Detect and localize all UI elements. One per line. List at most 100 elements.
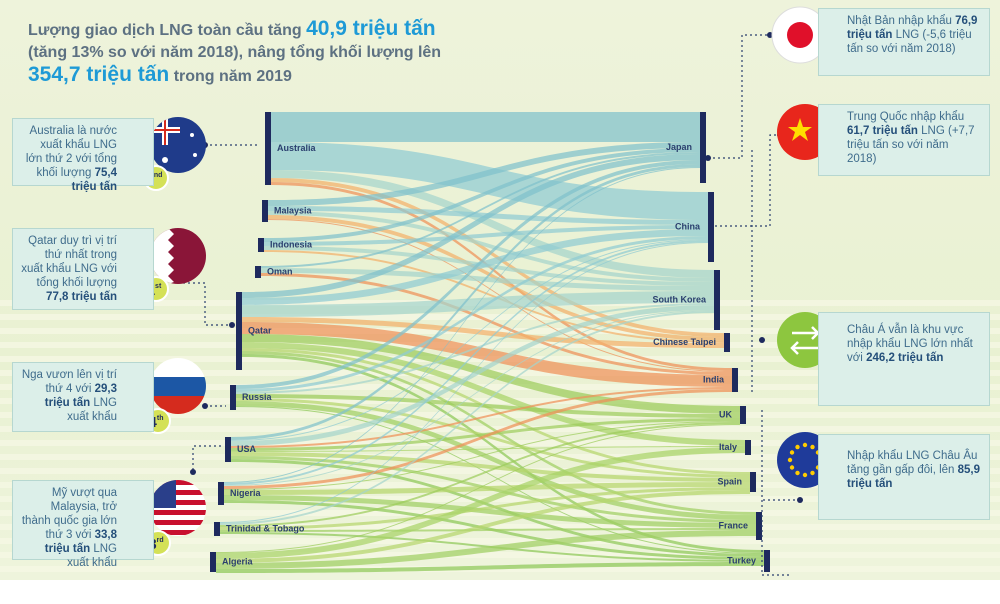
flow bbox=[261, 152, 700, 268]
callout: Australia là nước xuất khẩu LNG lớn thứ … bbox=[12, 118, 154, 193]
flow bbox=[224, 389, 732, 489]
stripe bbox=[0, 314, 1000, 320]
exporter-label: Oman bbox=[267, 266, 293, 276]
stripe bbox=[0, 412, 1000, 418]
importer-node bbox=[724, 333, 730, 352]
callout-text: Qatar duy trì vị trí thứ nhất trong xuất… bbox=[21, 235, 117, 289]
title-text: trong năm 2019 bbox=[173, 68, 292, 85]
importer-node bbox=[756, 512, 762, 540]
flow bbox=[242, 322, 732, 387]
flow bbox=[231, 239, 708, 441]
importer-label: South Korea bbox=[652, 294, 706, 304]
callout-highlight: 75,4 triệu tấn bbox=[71, 167, 117, 193]
flow bbox=[271, 170, 714, 278]
callout-text: LNG xuất khẩu bbox=[67, 397, 117, 423]
flow bbox=[220, 311, 714, 525]
flow bbox=[236, 406, 764, 554]
exporter-label: Qatar bbox=[248, 325, 272, 335]
exporter-node bbox=[265, 112, 271, 185]
flag-usa bbox=[150, 480, 206, 536]
flow bbox=[224, 421, 740, 490]
exporter-label: Nigeria bbox=[230, 488, 262, 498]
flag-russia bbox=[150, 358, 206, 414]
exporter-node bbox=[262, 200, 268, 222]
flow bbox=[236, 401, 756, 520]
importer-label: France bbox=[718, 520, 748, 530]
flow bbox=[224, 167, 700, 483]
exporter-label: USA bbox=[237, 444, 257, 454]
callout-text: LNG (-5,6 triệu tấn so với năm 2018) bbox=[847, 29, 972, 55]
flow bbox=[261, 273, 732, 375]
callout-highlight: 29,3 triệu tấn bbox=[44, 383, 117, 409]
title-text: (tăng 13% so với năm 2018), nâng tổng kh… bbox=[28, 44, 442, 61]
callout: Nga vươn lên vị trí thứ 4 với 29,3 triệu… bbox=[12, 362, 154, 432]
flows bbox=[216, 112, 764, 573]
eu-star bbox=[789, 450, 795, 455]
title: Lượng giao dịch LNG toàn cầu tăng 40,9 t… bbox=[28, 18, 468, 88]
flow bbox=[264, 148, 700, 242]
eu-star bbox=[810, 444, 815, 450]
nodes: Australia Malaysia Indonesia Oman Qatar Russi… bbox=[210, 112, 770, 572]
callout-highlight: 85,9 triệu tấn bbox=[847, 464, 981, 490]
stripe bbox=[0, 552, 1000, 558]
importer-label: UK bbox=[719, 409, 732, 419]
eu-star bbox=[802, 472, 808, 478]
importer-label: Turkey bbox=[727, 555, 756, 565]
flow bbox=[236, 398, 750, 478]
eu-star bbox=[810, 470, 815, 476]
flow bbox=[224, 240, 708, 485]
flow bbox=[220, 242, 708, 523]
flow bbox=[231, 418, 740, 451]
callout-highlight: 33,8 triệu tấn bbox=[44, 529, 117, 555]
flow bbox=[264, 250, 724, 343]
eu-star bbox=[795, 444, 800, 450]
importer-node bbox=[745, 440, 751, 455]
eu-star bbox=[789, 465, 795, 470]
exporter-node bbox=[255, 266, 261, 278]
exporter-node bbox=[214, 522, 220, 536]
flow bbox=[224, 310, 714, 486]
exporter-label: Indonesia bbox=[270, 239, 313, 249]
flow bbox=[236, 236, 708, 392]
flow bbox=[271, 112, 700, 142]
eu-star bbox=[787, 457, 793, 463]
callout-text: Nhập khẩu LNG Châu Âu tăng gần gấp đôi, … bbox=[847, 450, 978, 476]
exporter-node bbox=[218, 482, 224, 505]
flow bbox=[216, 447, 745, 559]
importer-node bbox=[700, 112, 706, 183]
flow bbox=[216, 424, 740, 553]
stripe bbox=[0, 328, 1000, 334]
flow bbox=[231, 305, 714, 446]
stripe bbox=[0, 524, 1000, 530]
flow bbox=[236, 160, 700, 389]
callout: Trung Quốc nhập khẩu 61,7 triệu tấn LNG … bbox=[818, 104, 990, 176]
exporter-label: Algeria bbox=[222, 556, 254, 566]
exporter-node bbox=[225, 437, 231, 462]
importer-node bbox=[732, 368, 738, 392]
importer-label: Japan bbox=[666, 142, 692, 152]
importer-label: Chinese Taipei bbox=[653, 337, 716, 347]
callout: Mỹ vượt qua Malaysia, trở thành quốc gia… bbox=[12, 480, 154, 569]
callout-text: Nga vươn lên vị trí thứ 4 với bbox=[21, 369, 117, 395]
exporter-node bbox=[258, 238, 264, 252]
exporter-label: Trinidad & Tobago bbox=[226, 523, 305, 533]
exporter-label: Malaysia bbox=[274, 205, 313, 215]
callout: Nhật Bản nhập khẩu 76,9 triệu tấn LNG (-… bbox=[818, 8, 990, 76]
importer-label: Spain bbox=[717, 476, 742, 486]
connectors bbox=[178, 34, 800, 576]
stripe bbox=[0, 538, 1000, 544]
flow bbox=[236, 303, 714, 394]
exporter-label: Australia bbox=[277, 143, 317, 153]
flow bbox=[242, 354, 764, 553]
stripe bbox=[0, 482, 1000, 488]
importer-node bbox=[764, 550, 770, 572]
flow bbox=[220, 487, 750, 530]
callout: Qatar duy trì vị trí thứ nhất trong xuất… bbox=[12, 228, 154, 310]
exporter-node bbox=[236, 292, 242, 370]
flow bbox=[216, 562, 764, 573]
eu-star bbox=[802, 442, 808, 448]
eu-star bbox=[795, 470, 800, 476]
stripe bbox=[0, 398, 1000, 404]
